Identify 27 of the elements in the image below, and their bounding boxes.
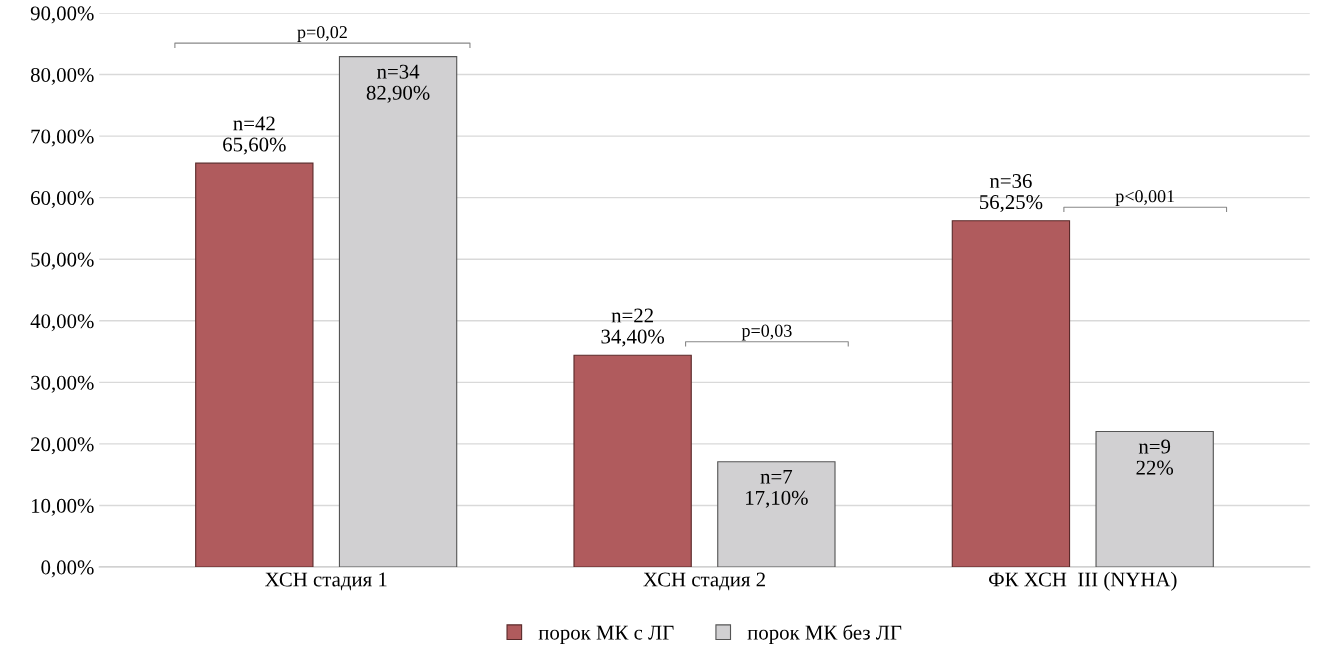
y-tick-label: 40,00% [30, 314, 94, 332]
annotation: p<0,001 [1115, 190, 1175, 206]
y-tick-label: 90,00% [30, 6, 94, 24]
y-tick-label: 50,00% [31, 252, 94, 270]
x-tick-label: ХСН стадия 2 [643, 572, 765, 591]
bar [573, 354, 692, 567]
x-tick-label: ФК ХСН III (NYHA) [989, 571, 1177, 591]
legend-label: порок МК с ЛГ [538, 625, 674, 644]
annotation: p=0,02 [297, 26, 347, 42]
data-label: n=9 22% [1136, 439, 1174, 475]
legend-label: порок МК без ЛГ [747, 624, 902, 644]
data-label: n=42 65,60% [223, 116, 286, 155]
annotation: p=0,03 [741, 324, 792, 341]
bar [951, 220, 1071, 567]
y-tick-label: 80,00% [30, 67, 94, 85]
data-label: n=22 34,40% [601, 308, 665, 347]
y-tick-label: 70,00% [31, 129, 94, 147]
data-label: n=7 17,10% [746, 469, 808, 508]
y-tick-label: 0,00% [41, 560, 94, 578]
data-label: n=36 56,25% [980, 174, 1043, 213]
x-tick-label: ХСН стадия 1 [265, 572, 387, 591]
y-tick-label: 30,00% [31, 375, 94, 393]
bar [195, 162, 314, 567]
data-label: n=34 82,90% [366, 64, 430, 103]
y-tick-label: 20,00% [31, 437, 94, 455]
y-tick-label: 60,00% [31, 191, 94, 209]
y-tick-label: 10,00% [31, 498, 94, 516]
